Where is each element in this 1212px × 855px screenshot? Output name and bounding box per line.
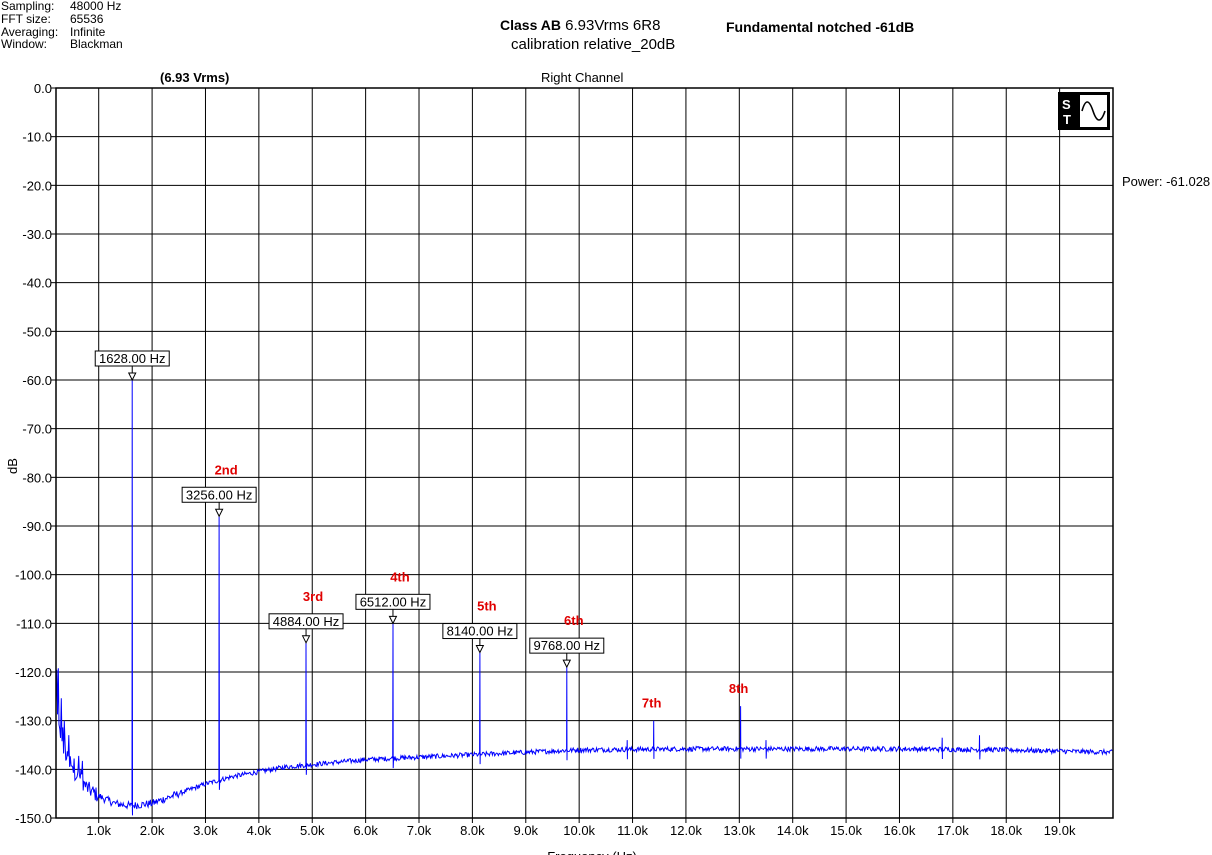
spectrum-trace: [55, 379, 1113, 816]
x-tick-label: 19.0k: [1044, 823, 1076, 838]
y-tick-label: -110.0: [16, 616, 52, 631]
st-logo: S T: [1058, 92, 1110, 130]
x-tick-label: 12.0k: [670, 823, 702, 838]
meta-fft-value: 65536: [70, 12, 104, 26]
peak-freq-label: 4884.00 Hz: [273, 614, 340, 629]
peak-freq-box: [442, 623, 518, 640]
logo-letter-s: S: [1062, 97, 1071, 112]
meta-sampling-label: Sampling:: [1, 0, 55, 13]
x-tick-label: 16.0k: [884, 823, 916, 838]
y-tick-label: -100.0: [15, 568, 52, 583]
plot-frame: [55, 87, 1114, 819]
meta-averaging-label: Averaging:: [1, 25, 59, 39]
x-tick-label: 3.0k: [193, 823, 218, 838]
x-tick-label: 15.0k: [830, 823, 862, 838]
x-tick-label: 17.0k: [937, 823, 969, 838]
x-tick-label: 4.0k: [247, 823, 272, 838]
y-tick-label: -30.0: [22, 227, 52, 242]
meta-fft-label: FFT size:: [1, 12, 51, 26]
peak-freq-label: 9768.00 Hz: [534, 638, 601, 653]
peak-freq-box: [268, 613, 344, 630]
peak-freq-label: 3256.00 Hz: [186, 487, 253, 502]
logo-letter-t: T: [1063, 112, 1071, 127]
x-axis: 1.0k 2.0k 3.0k 4.0k 5.0k 6.0k 7.0k 8.0k 9.0k 10.0…: [86, 818, 1076, 838]
harmonic-label: 7th: [642, 696, 662, 711]
y-tick-label: -80.0: [22, 470, 52, 485]
meta-window-value: Blackman: [70, 37, 123, 51]
series-line: [55, 379, 1113, 816]
y-tick-label: -50.0: [22, 324, 52, 339]
harmonic-label: 5th: [477, 599, 497, 614]
peak-freq-box: [181, 486, 257, 503]
y-tick-label: -70.0: [22, 422, 52, 437]
y-tick-label: -140.0: [15, 762, 52, 777]
level-label: (6.93 Vrms): [160, 70, 230, 85]
meta-window-label: Window:: [1, 37, 48, 51]
x-tick-label: 1.0k: [86, 823, 111, 838]
channel-label: Right Channel: [541, 70, 624, 85]
y-tick-label: -60.0: [22, 373, 52, 388]
y-tick-label: -10.0: [22, 130, 52, 145]
x-axis-label: Frequency (Hz): [547, 849, 637, 855]
x-tick-label: 13.0k: [723, 823, 755, 838]
peak-freq-label: 8140.00 Hz: [447, 624, 514, 639]
y-tick-label: -20.0: [22, 178, 52, 193]
peak-freq-label: 6512.00 Hz: [360, 594, 427, 609]
x-tick-label: 9.0k: [513, 823, 538, 838]
meta-averaging-value: Infinite: [70, 25, 106, 39]
x-tick-label: 8.0k: [460, 823, 485, 838]
peak-marker: [301, 635, 311, 644]
peak-freq-label: 1628.00 Hz: [99, 351, 166, 366]
peak-marker: [388, 615, 398, 625]
x-tick-label: 18.0k: [990, 823, 1022, 838]
chart-subtitle: calibration relative_20dB: [511, 36, 676, 53]
x-tick-label: 2.0k: [140, 823, 165, 838]
x-tick-label: 11.0k: [617, 823, 648, 838]
sine-wave-icon: [1081, 101, 1106, 121]
peak-freq-box: [94, 350, 170, 367]
x-tick-label: 5.0k: [300, 823, 325, 838]
peak-marker: [562, 659, 572, 669]
peak-freq-box: [355, 593, 431, 610]
y-tick-label: -150.0: [15, 811, 52, 826]
y-tick-label: 0.0: [34, 81, 52, 96]
y-tick-label: -120.0: [15, 665, 52, 680]
harmonic-label: 4th: [390, 569, 410, 584]
grid: [56, 87, 1113, 819]
harmonic-label: 2nd: [215, 462, 238, 477]
power-readout: Power: -61.028: [1122, 174, 1211, 189]
y-tick-label: -40.0: [22, 276, 52, 291]
fundamental-note: Fundamental notched -61dB: [726, 19, 915, 35]
chart-title-bold: Class AB: [500, 17, 561, 33]
peak-markers: 1628.00 Hz 3256.00 Hz 2nd 4884.00 Hz 3rd 6512…: [94, 350, 749, 711]
y-axis: 0.0 -10.0 -20.0 -30.0 -40.0 -50.0 -60.0 -70.0 -8…: [15, 81, 56, 826]
harmonic-label: 8th: [729, 681, 749, 696]
y-tick-label: -130.0: [15, 714, 52, 729]
peak-freq-box: [529, 637, 605, 654]
peak-marker: [214, 508, 224, 518]
harmonic-label: 3rd: [303, 589, 323, 604]
chart-title-rest: 6.93Vrms 6R8: [565, 17, 661, 34]
y-tick-label: -90.0: [22, 519, 52, 534]
x-tick-label: 14.0k: [777, 823, 809, 838]
chart-title: Class AB 6.93Vrms 6R8: [500, 17, 660, 34]
harmonic-label: 6th: [564, 613, 584, 628]
x-tick-label: 10.0k: [563, 823, 595, 838]
peak-marker: [127, 372, 137, 382]
meta-sampling-value: 48000 Hz: [70, 0, 122, 13]
x-tick-label: 6.0k: [353, 823, 378, 838]
x-tick-label: 7.0k: [407, 823, 432, 838]
peak-marker: [475, 645, 485, 654]
y-axis-label: dB: [5, 458, 20, 474]
